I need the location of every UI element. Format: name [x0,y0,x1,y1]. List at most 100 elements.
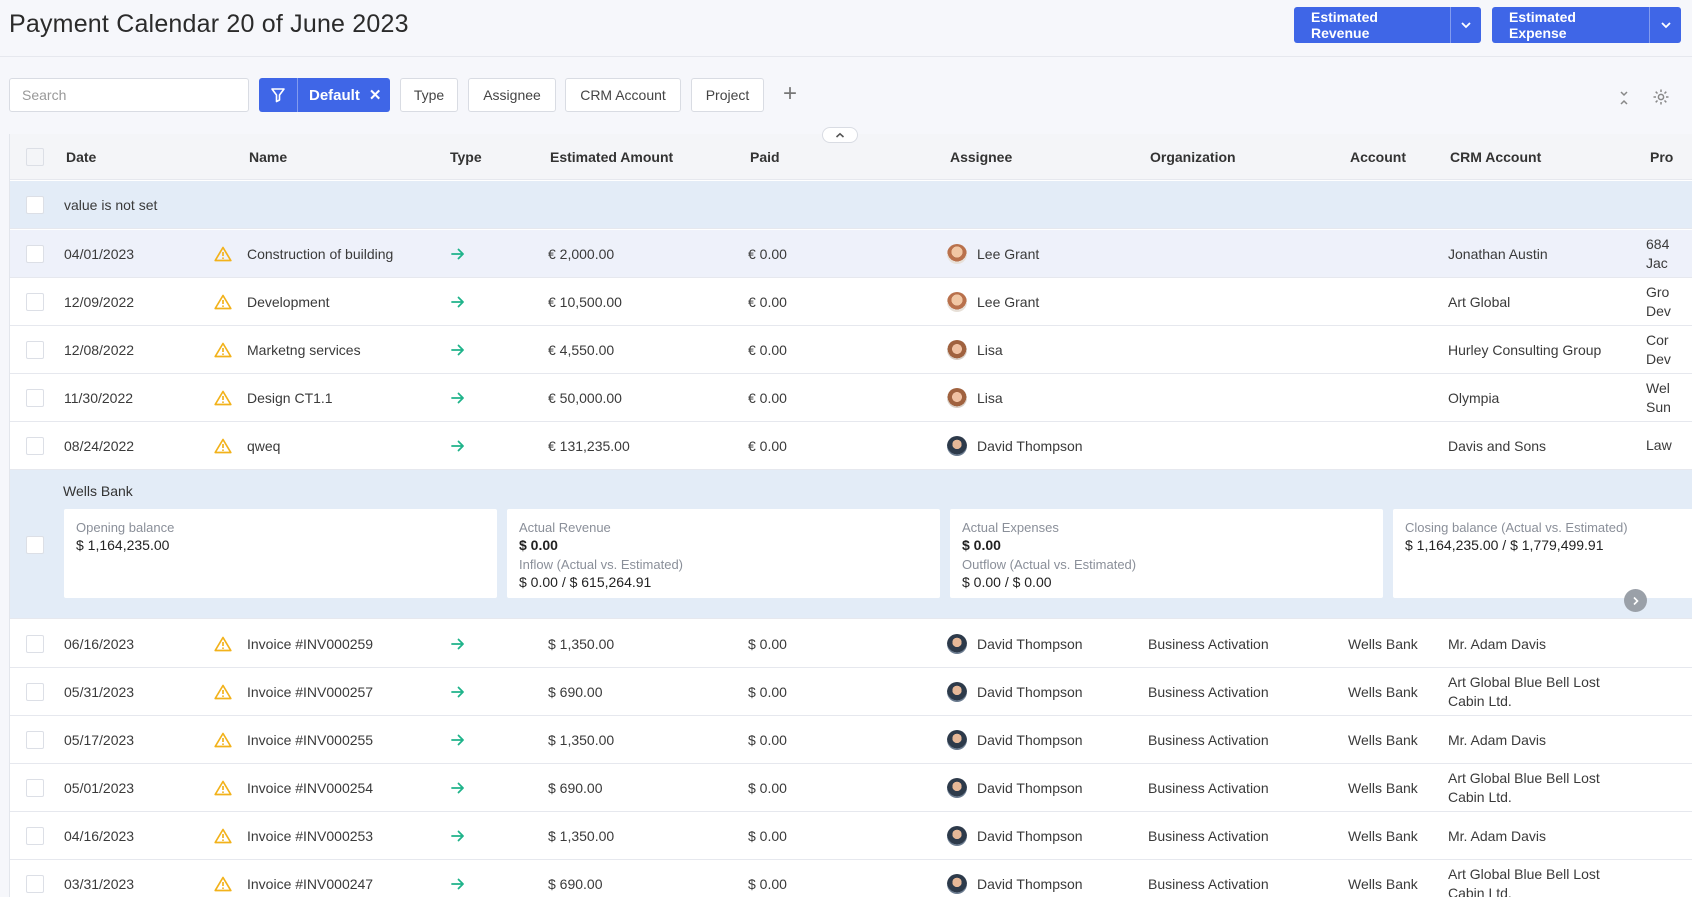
crm-account-cell[interactable]: Art Global Blue Bell Lost Cabin Ltd. [1448,860,1600,897]
table-row[interactable]: 04/01/2023 Construction of building € 2,00… [10,230,1692,278]
name-cell[interactable]: Design CT1.1 [247,389,333,406]
filter-chip-project[interactable]: Project [691,78,764,112]
assignee-cell[interactable]: Lee Grant [947,278,1039,325]
assignee-name[interactable]: Lee Grant [977,245,1040,262]
table-row[interactable]: 12/09/2022 Development € 10,500.00 € 0.00 Le… [10,278,1692,326]
row-checkbox[interactable] [26,875,44,893]
search-input[interactable] [9,78,249,112]
assignee-name[interactable]: David Thompson [977,731,1083,748]
assignee-name[interactable]: David Thompson [977,683,1083,700]
assignee-cell[interactable]: David Thompson [947,668,1083,715]
crm-account-line[interactable]: Cabin Ltd. [1448,884,1512,897]
assignee-name[interactable]: David Thompson [977,437,1083,454]
name-cell[interactable]: Invoice #INV000254 [247,779,374,796]
column-header-assignee[interactable]: Assignee [950,148,1013,165]
name-cell[interactable]: Construction of building [247,245,394,262]
project-cell[interactable]: Law [1646,422,1672,469]
group-row-unset[interactable]: value is not set [10,181,1692,229]
column-header-type[interactable]: Type [450,148,482,165]
assignee-cell[interactable]: Lee Grant [947,230,1039,277]
chevron-right-icon[interactable] [1632,593,1640,609]
row-checkbox[interactable] [26,341,44,359]
row-checkbox[interactable] [26,389,44,407]
assignee-cell[interactable]: Lisa [947,326,1003,373]
project-line[interactable]: Sun [1646,398,1671,415]
chevron-down-icon[interactable] [1649,7,1681,43]
crm-account-cell[interactable]: Davis and Sons [1448,437,1547,454]
row-checkbox[interactable] [26,293,44,311]
table-row[interactable]: 05/17/2023 Invoice #INV000255 $ 1,350.00 $ … [10,716,1692,764]
table-row[interactable]: 11/30/2022 Design CT1.1 € 50,000.00 € 0.00 L… [10,374,1692,422]
column-header-estimated-amount[interactable]: Estimated Amount [550,148,674,165]
crm-account-cell[interactable]: Mr. Adam Davis [1448,731,1547,748]
crm-account-cell[interactable]: Jonathan Austin [1448,245,1548,262]
collapse-toolbar-toggle[interactable] [822,127,858,143]
close-icon[interactable]: ✕ [368,87,382,104]
column-header-date[interactable]: Date [66,148,97,165]
collapse-all-icon[interactable] [1617,90,1631,111]
row-checkbox[interactable] [26,437,44,455]
table-row[interactable]: 05/01/2023 Invoice #INV000254 $ 690.00 $ 0.… [10,764,1692,812]
table-row[interactable]: 12/08/2022 Marketng services € 4,550.00 € 0… [10,326,1692,374]
table-row[interactable]: 08/24/2022 qweq € 131,235.00 € 0.00 David Th… [10,422,1692,470]
row-checkbox[interactable] [26,731,44,749]
assignee-name[interactable]: Lisa [977,389,1003,406]
name-cell[interactable]: Invoice #INV000257 [247,683,374,700]
assignee-cell[interactable]: David Thompson [947,716,1083,763]
crm-account-cell[interactable]: Mr. Adam Davis [1448,827,1547,844]
table-row[interactable]: 03/31/2023 Invoice #INV000247 $ 690.00 $ 0.… [10,860,1692,897]
column-header-paid[interactable]: Paid [750,148,780,165]
project-line[interactable]: Dev [1646,302,1671,319]
crm-account-line[interactable]: Art Global Blue Bell Lost [1448,769,1600,786]
project-line[interactable]: Cor [1646,331,1669,348]
project-line[interactable]: Dev [1646,350,1671,367]
chevron-down-icon[interactable] [1449,7,1481,43]
assignee-cell[interactable]: Lisa [947,374,1003,421]
row-checkbox[interactable] [26,245,44,263]
project-line[interactable]: Law [1646,437,1672,453]
next-cards-button[interactable] [1624,589,1647,612]
assignee-cell[interactable]: David Thompson [947,860,1083,897]
crm-account-cell[interactable]: Art Global [1448,293,1511,310]
crm-account-cell[interactable]: Mr. Adam Davis [1448,635,1547,652]
project-cell[interactable]: Cor Dev [1646,326,1671,373]
crm-account-cell[interactable]: Olympia [1448,389,1500,406]
assignee-name[interactable]: David Thompson [977,635,1083,652]
column-header-account[interactable]: Account [1350,148,1406,165]
estimated-revenue-button[interactable]: Estimated Revenue [1294,7,1481,43]
assignee-name[interactable]: Lisa [977,341,1003,358]
name-cell[interactable]: Invoice #INV000259 [247,635,374,652]
table-row[interactable]: 06/16/2023 Invoice #INV000259 $ 1,350.00 $ … [10,620,1692,668]
filter-chip-crm-account[interactable]: CRM Account [565,78,681,112]
filter-icon[interactable] [259,78,298,112]
project-line[interactable]: Gro [1646,283,1670,300]
table-row[interactable]: 05/31/2023 Invoice #INV000257 $ 690.00 $ 0.… [10,668,1692,716]
assignee-cell[interactable]: David Thompson [947,764,1083,811]
assignee-name[interactable]: David Thompson [977,875,1083,892]
crm-account-line[interactable]: Cabin Ltd. [1448,788,1512,805]
group-checkbox[interactable] [26,196,44,214]
assignee-name[interactable]: David Thompson [977,827,1083,844]
name-cell[interactable]: qweq [247,437,281,454]
name-cell[interactable]: Development [247,293,330,310]
name-cell[interactable]: Marketng services [247,341,361,358]
assignee-name[interactable]: Lee Grant [977,293,1040,310]
crm-account-cell[interactable]: Art Global Blue Bell Lost Cabin Ltd. [1448,764,1600,811]
name-cell[interactable]: Invoice #INV000247 [247,875,374,892]
project-cell[interactable]: Wel Sun [1646,374,1671,421]
project-line[interactable]: 684 [1646,235,1670,252]
row-checkbox[interactable] [26,827,44,845]
crm-account-line[interactable]: Art Global Blue Bell Lost [1448,865,1600,882]
filter-chip-type[interactable]: Type [400,78,458,112]
table-row[interactable]: 04/16/2023 Invoice #INV000253 $ 1,350.00 $ … [10,812,1692,860]
assignee-name[interactable]: David Thompson [977,779,1083,796]
select-all-checkbox[interactable] [26,148,44,166]
column-header-project[interactable]: Pro [1650,148,1674,165]
crm-account-line[interactable]: Art Global Blue Bell Lost [1448,673,1600,690]
estimated-expense-button[interactable]: Estimated Expense [1492,7,1681,43]
filter-chip-assignee[interactable]: Assignee [468,78,556,112]
project-line[interactable]: Jac [1646,254,1668,271]
row-checkbox[interactable] [26,779,44,797]
crm-account-cell[interactable]: Hurley Consulting Group [1448,341,1602,358]
name-cell[interactable]: Invoice #INV000253 [247,827,374,844]
